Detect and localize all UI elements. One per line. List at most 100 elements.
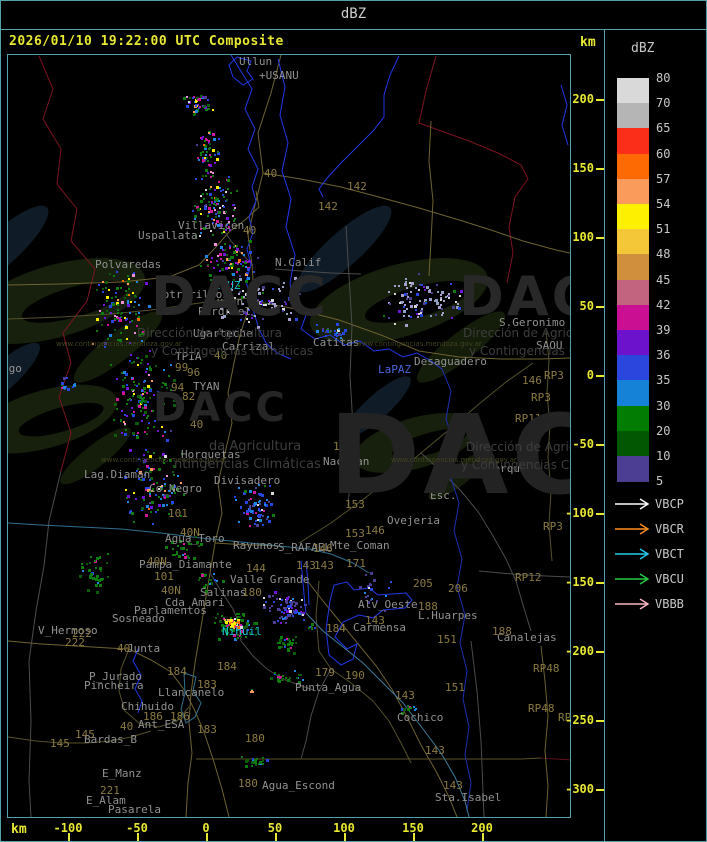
radar-echo [407, 708, 410, 711]
map-label: Cochico [397, 711, 444, 724]
radar-echo [143, 387, 146, 390]
radar-echo [410, 291, 412, 293]
radar-echo [72, 386, 74, 388]
map-label: La Horqueta [467, 462, 540, 475]
map-label: Carmensa [353, 621, 406, 634]
radar-echo [122, 392, 125, 395]
map-label: Pasarela [108, 803, 161, 816]
radar-echo [199, 235, 201, 237]
y-axis-tick-label: 100 [572, 230, 594, 244]
radar-echo [230, 192, 232, 194]
dacc-logo-watermark [344, 376, 491, 501]
radar-echo [151, 501, 154, 504]
radar-echo [211, 197, 213, 199]
radar-echo [220, 246, 223, 249]
radar-echo [336, 323, 339, 326]
radar-echo [186, 555, 189, 558]
radar-echo [109, 334, 112, 337]
radar-echo [66, 377, 68, 379]
map-label: Agua_Escond [262, 779, 335, 792]
radar-echo [87, 589, 90, 592]
map-label: 40 [190, 418, 204, 431]
radar-echo [89, 576, 92, 579]
radar-echo [314, 627, 316, 629]
map-label: 143 [314, 559, 334, 572]
radar-echo [419, 284, 421, 286]
map-label: RP48 [528, 702, 555, 715]
radar-echo [158, 496, 160, 498]
radar-echo [262, 760, 264, 762]
radar-echo [284, 646, 286, 648]
radar-echo [111, 297, 113, 299]
radar-echo [254, 523, 256, 525]
radar-echo [200, 228, 202, 230]
radar-echo [127, 283, 129, 285]
radar-echo [295, 642, 297, 644]
radar-echo [246, 510, 249, 513]
radar-echo [142, 478, 145, 481]
radar-echo [146, 417, 148, 419]
radar-echo [144, 406, 147, 409]
map-label: 171 [346, 557, 366, 570]
radar-echo [277, 677, 280, 680]
radar-echo [294, 611, 297, 614]
map-line [470, 640, 485, 817]
radar-echo [238, 285, 240, 287]
radar-echo [148, 508, 150, 510]
map-label: Nihuil [222, 625, 262, 638]
radar-echo [201, 574, 204, 577]
radar-echo [384, 610, 386, 612]
radar-echo [215, 213, 217, 215]
map-line [292, 304, 443, 370]
radar-echo [440, 304, 442, 306]
radar-echo [189, 97, 191, 99]
radar-echo [164, 383, 167, 386]
radar-echo [136, 281, 138, 283]
map-label: Polvaredas [95, 258, 162, 271]
y-axis-tick-mark [596, 513, 604, 515]
radar-echo [460, 290, 463, 293]
vbcp-arrow-icon [615, 498, 650, 510]
radar-echo [219, 620, 222, 623]
radar-echo [125, 290, 127, 292]
dbz-scale-color [617, 405, 649, 432]
radar-echo [280, 604, 282, 606]
radar-echo [311, 623, 314, 626]
radar-echo [220, 258, 222, 260]
y-axis-tick-mark [596, 720, 604, 722]
map-label: E_Manz [102, 767, 142, 780]
vector-legend-label: VBCP [655, 497, 684, 511]
radar-echo [213, 573, 215, 575]
radar-echo [229, 229, 231, 231]
radar-echo [236, 254, 238, 256]
radar-echo [205, 138, 207, 140]
radar-echo [367, 601, 370, 604]
radar-echo [257, 326, 260, 329]
radar-echo [99, 567, 102, 570]
radar-echo [409, 297, 412, 300]
watermark-text: DACC [329, 391, 570, 519]
radar-echo [255, 300, 258, 303]
radar-map[interactable]: Ullun +USANU Villavicen Uspallata Polvaredas… [7, 54, 571, 818]
radar-echo [210, 279, 212, 281]
y-axis-tick-mark [596, 789, 604, 791]
radar-echo [205, 108, 208, 111]
radar-echo [149, 491, 151, 493]
radar-echo [105, 287, 107, 289]
radar-echo [209, 204, 211, 206]
radar-echo [200, 95, 203, 98]
radar-echo [115, 292, 117, 294]
radar-echo [295, 609, 297, 611]
radar-echo [255, 762, 257, 764]
radar-echo [316, 330, 319, 333]
radar-echo [287, 649, 290, 652]
radar-echo [262, 292, 264, 294]
radar-echo [228, 176, 230, 178]
radar-echo [271, 307, 273, 309]
radar-echo [220, 190, 222, 192]
radar-echo [221, 232, 223, 234]
radar-echo [164, 497, 166, 499]
dbz-scale-value: 35 [656, 373, 671, 388]
radar-echo [150, 477, 153, 480]
radar-echo [260, 312, 262, 314]
